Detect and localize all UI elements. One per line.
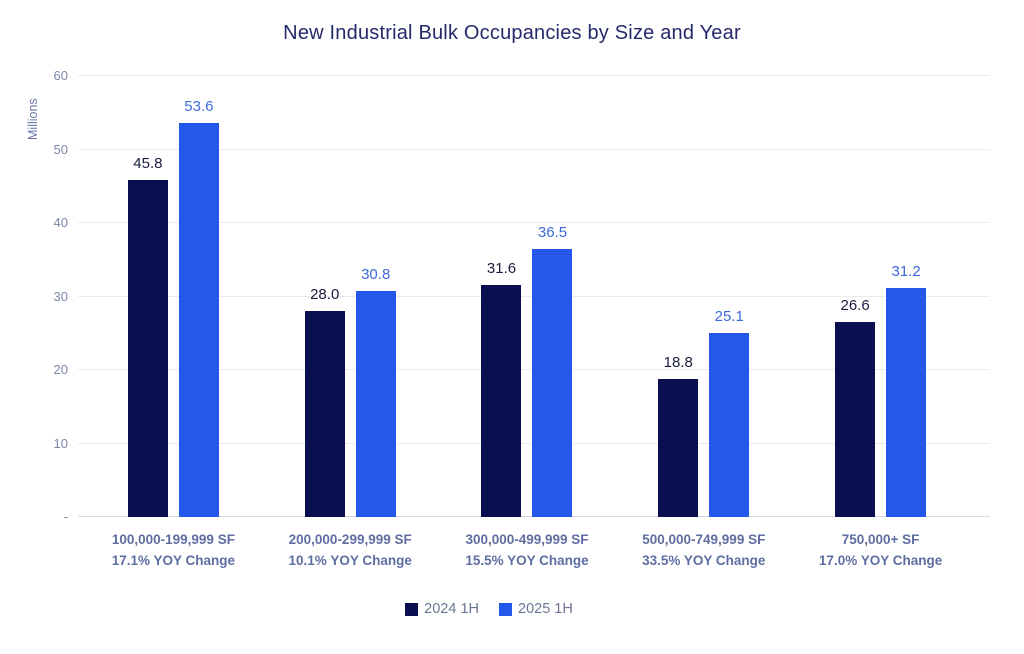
- y-axis-title: Millions: [26, 98, 40, 140]
- legend-label: 2025 1H: [518, 601, 573, 617]
- bar-wrap: 26.6: [835, 297, 876, 517]
- category-label-4: 500,000-749,999 SF 33.5% YOY Change: [615, 529, 792, 571]
- y-tick-label-60: 60: [53, 68, 68, 83]
- legend-label: 2024 1H: [424, 601, 479, 617]
- category-yoy-change: 33.5% YOY Change: [642, 553, 766, 568]
- bar-wrap: 18.8: [658, 354, 699, 517]
- y-tick-label-30: 30: [53, 288, 68, 304]
- bar-2024-1h-4: [658, 378, 699, 517]
- y-tick-label-50: 50: [53, 141, 68, 157]
- x-axis-category-labels: 100,000-199,999 SF 17.1% YOY Change 200,00…: [85, 529, 969, 571]
- legend-item-2025-1h[interactable]: 2025 1H: [499, 601, 573, 617]
- y-tick-label-0: -: [63, 509, 68, 524]
- y-tick-label-40: 40: [53, 215, 68, 230]
- bar-value-label: 53.6: [184, 98, 214, 116]
- bar-wrap: 45.8: [127, 155, 168, 517]
- bar-value-label: 25.1: [714, 307, 744, 325]
- category-size-range: 750,000+ SF: [841, 532, 920, 547]
- gridline-y-60: [78, 75, 990, 76]
- category-yoy-change: 17.1% YOY Change: [111, 553, 236, 568]
- category-size-range: 500,000-749,999 SF: [642, 532, 766, 547]
- legend-swatch-icon: [405, 602, 419, 616]
- gridline-y-40: [78, 222, 990, 224]
- category-yoy-change: 10.1% YOY Change: [288, 553, 412, 568]
- bar-value-label: 45.8: [133, 155, 163, 173]
- bar-2024-1h-1: [127, 180, 168, 517]
- bar-2025-1h-5: [886, 287, 927, 517]
- bar-2025-1h-2: [355, 290, 396, 517]
- bar-group-3: 31.6 36.5: [439, 76, 616, 517]
- y-tick-label-10: 10: [53, 435, 68, 451]
- bar-wrap: 31.2: [886, 263, 927, 517]
- category-yoy-change: 17.0% YOY Change: [818, 553, 943, 568]
- category-label-3: 300,000-499,999 SF 15.5% YOY Change: [439, 529, 616, 571]
- bar-2025-1h-3: [532, 248, 573, 517]
- bar-2024-1h-3: [481, 284, 522, 517]
- bar-value-label: 28.0: [310, 286, 340, 304]
- category-label-2: 200,000-299,999 SF 10.1% YOY Change: [262, 529, 439, 571]
- bars-area: 45.8 53.6 28.0 30.8 31.6 36.5 18.8 25.1 26.6 31.2: [85, 76, 969, 517]
- plot-area: 45.8 53.6 28.0 30.8 31.6 36.5 18.8 25.1 26.6 31.2: [78, 75, 990, 517]
- bar-value-label: 31.6: [486, 259, 517, 277]
- bar-group-4: 18.8 25.1: [615, 76, 792, 517]
- bar-wrap: 31.6: [481, 260, 522, 517]
- legend-swatch-icon: [499, 602, 512, 616]
- y-tick-label-20: 20: [53, 362, 68, 377]
- bar-wrap: 53.6: [178, 98, 219, 517]
- bar-value-label: 18.8: [663, 353, 693, 371]
- bar-wrap: 28.0: [304, 286, 345, 517]
- bar-wrap: 25.1: [709, 308, 750, 517]
- bar-2025-1h-4: [709, 332, 750, 517]
- category-size-range: 200,000-299,999 SF: [288, 532, 412, 547]
- bar-group-2: 28.0 30.8: [262, 76, 439, 517]
- bar-wrap: 30.8: [355, 266, 396, 517]
- gridline-y-50: [78, 148, 990, 150]
- category-yoy-change: 15.5% YOY Change: [465, 553, 589, 568]
- bar-group-1: 45.8 53.6: [85, 76, 262, 517]
- bar-2024-1h-2: [304, 311, 345, 517]
- bar-value-label: 36.5: [537, 223, 568, 241]
- legend-item-2024-1h[interactable]: 2024 1H: [405, 601, 479, 617]
- bar-2025-1h-1: [178, 123, 219, 517]
- bar-value-label: 30.8: [361, 265, 391, 283]
- bar-wrap: 36.5: [532, 224, 573, 517]
- category-size-range: 300,000-499,999 SF: [465, 532, 589, 547]
- category-label-5: 750,000+ SF 17.0% YOY Change: [792, 529, 969, 571]
- bar-value-label: 31.2: [891, 262, 921, 280]
- bar-group-5: 26.6 31.2: [792, 76, 969, 517]
- category-label-1: 100,000-199,999 SF 17.1% YOY Change: [85, 529, 262, 571]
- bar-2024-1h-5: [835, 321, 876, 517]
- category-size-range: 100,000-199,999 SF: [111, 532, 235, 547]
- chart-title: New Industrial Bulk Occupancies by Size …: [283, 22, 741, 44]
- legend: 2024 1H 2025 1H: [0, 601, 978, 617]
- bar-value-label: 26.6: [840, 296, 870, 314]
